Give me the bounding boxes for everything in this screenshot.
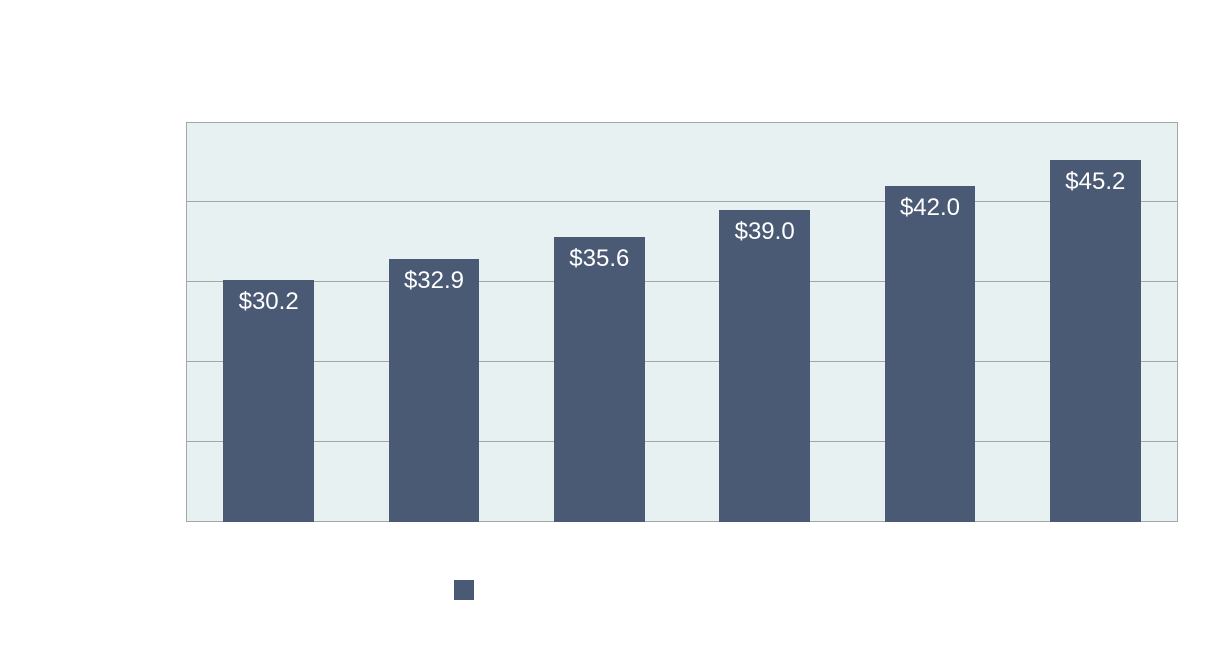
bar: $42.0 — [885, 186, 976, 522]
bar: $30.2 — [223, 280, 314, 522]
gridline — [186, 361, 1178, 362]
gridline — [186, 201, 1178, 202]
bar: $32.9 — [389, 259, 480, 522]
gridline — [186, 441, 1178, 442]
chart-plot-area: $30.2 $32.9 $35.6 $39.0 $42.0 $45.2 — [186, 122, 1178, 522]
legend — [454, 580, 482, 600]
bar-value-label: $39.0 — [719, 218, 810, 246]
bar: $39.0 — [719, 210, 810, 522]
gridline — [186, 281, 1178, 282]
bar-value-label: $32.9 — [389, 267, 480, 295]
legend-swatch — [454, 580, 474, 600]
bar-value-label: $30.2 — [223, 288, 314, 316]
bar: $45.2 — [1050, 160, 1141, 522]
chart-background — [186, 122, 1178, 522]
bar-value-label: $45.2 — [1050, 168, 1141, 196]
bar-value-label: $35.6 — [554, 245, 645, 273]
bar-value-label: $42.0 — [885, 194, 976, 222]
bar: $35.6 — [554, 237, 645, 522]
